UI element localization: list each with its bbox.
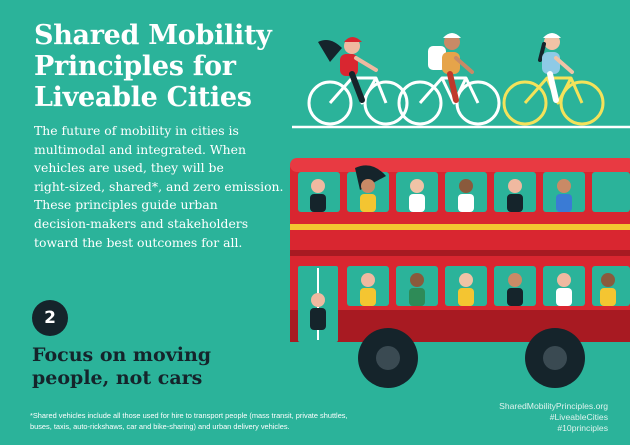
intro-line: vehicles are used, they will be — [34, 160, 224, 176]
hashtag-liveable-cities[interactable]: #LiveableCities — [549, 412, 608, 422]
intro-line: right-sized, shared*, and zero emission. — [34, 178, 284, 194]
website-link[interactable]: SharedMobilityPrinciples.org — [499, 401, 608, 411]
title-line: Liveable Cities — [34, 82, 252, 113]
intro-line: The future of mobility in cities is — [34, 123, 239, 138]
footnote-line: buses, taxis, auto-rickshaws, car and bi… — [30, 422, 290, 431]
links-block: SharedMobilityPrinciples.org #LiveableCi… — [468, 401, 608, 434]
cyclist-icon — [307, 37, 409, 126]
footnote-line: *Shared vehicles include all those used … — [30, 411, 348, 420]
cyclist-icon — [502, 33, 605, 126]
title-line: Shared Mobility — [34, 20, 272, 51]
intro-paragraph: The future of mobility in cities is mult… — [34, 122, 324, 252]
footnote: *Shared vehicles include all those used … — [30, 410, 450, 432]
passenger-icon — [310, 165, 616, 330]
intro-line: These principles guide urban — [34, 197, 218, 213]
principle-heading: Focus on moving people, not cars — [32, 344, 292, 390]
principle-line: people, not cars — [32, 367, 203, 389]
cyclist-icon — [397, 33, 501, 126]
double-decker-bus-icon — [290, 158, 630, 388]
title-line: Principles for — [34, 51, 236, 82]
principle-line: Focus on moving — [32, 344, 212, 366]
hashtag-10-principles[interactable]: #10principles — [557, 423, 608, 433]
intro-line: multimodal and integrated. When — [34, 141, 246, 157]
intro-line: toward the best outcomes for all. — [34, 234, 243, 250]
intro-line: decision-makers and stakeholders — [34, 215, 249, 231]
principle-number-badge: 2 — [32, 300, 68, 336]
page-title: Shared Mobility Principles for Liveable … — [34, 20, 304, 113]
